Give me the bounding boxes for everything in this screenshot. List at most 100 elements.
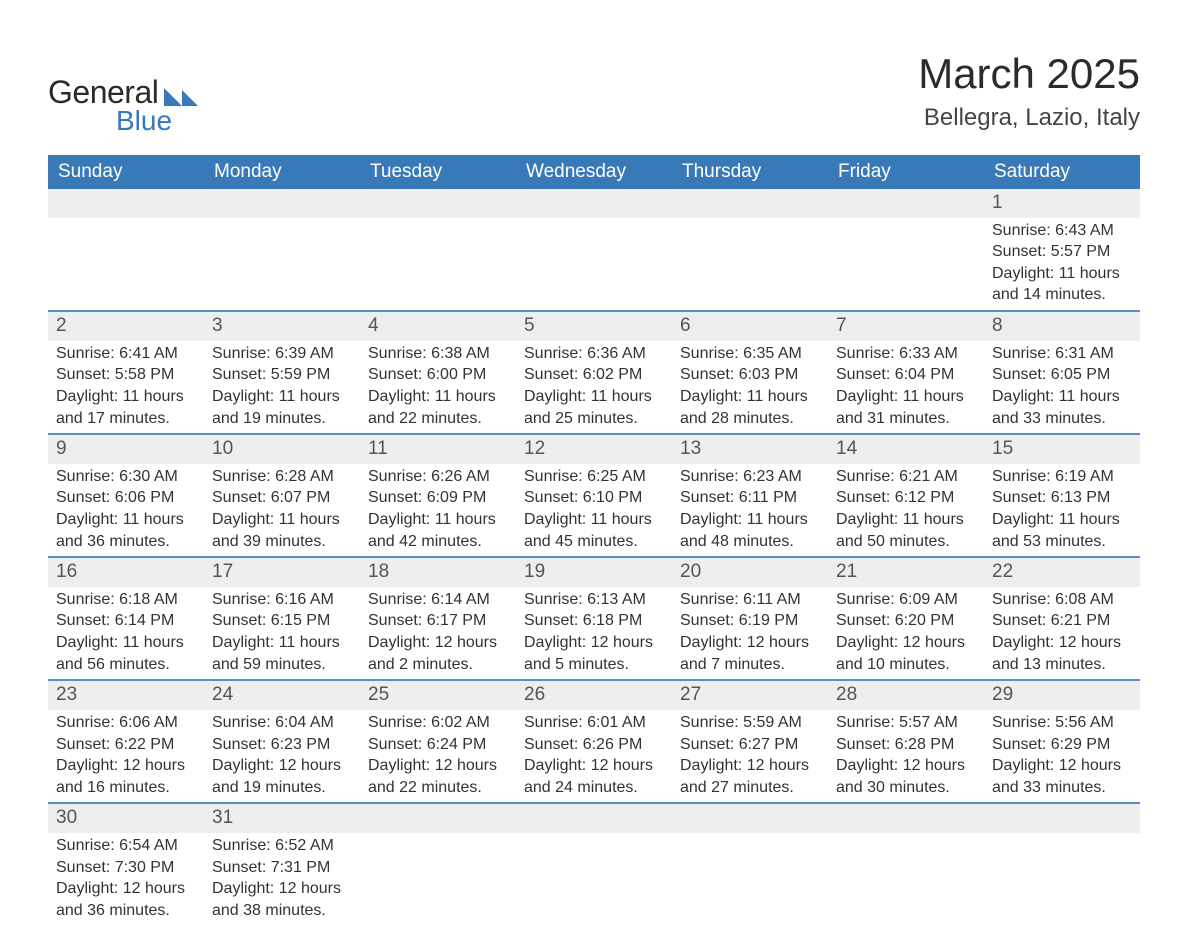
sunrise-text: Sunrise: 6:36 AM	[524, 343, 664, 365]
day-number-bar	[360, 804, 516, 833]
daylight2-text: and 19 minutes.	[212, 777, 352, 799]
day-number-bar	[204, 189, 360, 218]
day-body: Sunrise: 6:43 AMSunset: 5:57 PMDaylight:…	[984, 218, 1140, 310]
weekday-header: Sunday	[48, 155, 204, 189]
daylight2-text: and 14 minutes.	[992, 284, 1132, 306]
day-body: Sunrise: 6:54 AMSunset: 7:30 PMDaylight:…	[48, 833, 204, 925]
day-number-bar: 4	[360, 312, 516, 341]
day-body: Sunrise: 6:36 AMSunset: 6:02 PMDaylight:…	[516, 341, 672, 433]
day-body: Sunrise: 6:33 AMSunset: 6:04 PMDaylight:…	[828, 341, 984, 433]
sunrise-text: Sunrise: 6:06 AM	[56, 712, 196, 734]
sunset-text: Sunset: 5:58 PM	[56, 364, 196, 386]
day-body: Sunrise: 6:11 AMSunset: 6:19 PMDaylight:…	[672, 587, 828, 679]
daylight1-text: Daylight: 12 hours	[992, 755, 1132, 777]
sunset-text: Sunset: 6:21 PM	[992, 610, 1132, 632]
day-number-bar: 22	[984, 558, 1140, 587]
sunrise-text: Sunrise: 6:39 AM	[212, 343, 352, 365]
day-cell	[204, 189, 360, 311]
day-cell: 19Sunrise: 6:13 AMSunset: 6:18 PMDayligh…	[516, 557, 672, 680]
daylight1-text: Daylight: 12 hours	[368, 755, 508, 777]
day-body	[516, 833, 672, 893]
day-body: Sunrise: 6:09 AMSunset: 6:20 PMDaylight:…	[828, 587, 984, 679]
day-body: Sunrise: 6:39 AMSunset: 5:59 PMDaylight:…	[204, 341, 360, 433]
day-cell	[360, 803, 516, 925]
day-body	[360, 833, 516, 893]
day-cell: 2Sunrise: 6:41 AMSunset: 5:58 PMDaylight…	[48, 311, 204, 434]
day-cell: 27Sunrise: 5:59 AMSunset: 6:27 PMDayligh…	[672, 680, 828, 803]
day-body: Sunrise: 6:04 AMSunset: 6:23 PMDaylight:…	[204, 710, 360, 802]
day-number-bar: 31	[204, 804, 360, 833]
sunset-text: Sunset: 6:02 PM	[524, 364, 664, 386]
daylight1-text: Daylight: 11 hours	[992, 509, 1132, 531]
sunset-text: Sunset: 5:59 PM	[212, 364, 352, 386]
day-number-bar: 7	[828, 312, 984, 341]
day-cell: 29Sunrise: 5:56 AMSunset: 6:29 PMDayligh…	[984, 680, 1140, 803]
sunset-text: Sunset: 6:20 PM	[836, 610, 976, 632]
day-number-bar	[672, 804, 828, 833]
day-number-bar: 28	[828, 681, 984, 710]
day-cell: 23Sunrise: 6:06 AMSunset: 6:22 PMDayligh…	[48, 680, 204, 803]
day-number-bar	[828, 804, 984, 833]
sunset-text: Sunset: 6:28 PM	[836, 734, 976, 756]
day-cell: 30Sunrise: 6:54 AMSunset: 7:30 PMDayligh…	[48, 803, 204, 925]
day-body: Sunrise: 6:06 AMSunset: 6:22 PMDaylight:…	[48, 710, 204, 802]
day-number-bar: 26	[516, 681, 672, 710]
daylight1-text: Daylight: 12 hours	[992, 632, 1132, 654]
sunrise-text: Sunrise: 6:31 AM	[992, 343, 1132, 365]
sunrise-text: Sunrise: 6:30 AM	[56, 466, 196, 488]
sunrise-text: Sunrise: 6:09 AM	[836, 589, 976, 611]
day-body: Sunrise: 6:23 AMSunset: 6:11 PMDaylight:…	[672, 464, 828, 556]
daylight2-text: and 2 minutes.	[368, 654, 508, 676]
sunrise-text: Sunrise: 6:33 AM	[836, 343, 976, 365]
daylight2-text: and 5 minutes.	[524, 654, 664, 676]
day-body	[672, 218, 828, 278]
daylight2-text: and 38 minutes.	[212, 900, 352, 922]
day-cell: 4Sunrise: 6:38 AMSunset: 6:00 PMDaylight…	[360, 311, 516, 434]
week-row: 2Sunrise: 6:41 AMSunset: 5:58 PMDaylight…	[48, 311, 1140, 434]
day-body	[828, 218, 984, 278]
sunset-text: Sunset: 6:17 PM	[368, 610, 508, 632]
day-cell: 8Sunrise: 6:31 AMSunset: 6:05 PMDaylight…	[984, 311, 1140, 434]
day-number-bar: 23	[48, 681, 204, 710]
daylight1-text: Daylight: 11 hours	[56, 386, 196, 408]
day-body	[516, 218, 672, 278]
sunrise-text: Sunrise: 6:41 AM	[56, 343, 196, 365]
day-number-bar: 10	[204, 435, 360, 464]
daylight1-text: Daylight: 11 hours	[368, 386, 508, 408]
sunset-text: Sunset: 6:06 PM	[56, 487, 196, 509]
day-body: Sunrise: 6:28 AMSunset: 6:07 PMDaylight:…	[204, 464, 360, 556]
day-body: Sunrise: 6:13 AMSunset: 6:18 PMDaylight:…	[516, 587, 672, 679]
day-body: Sunrise: 5:59 AMSunset: 6:27 PMDaylight:…	[672, 710, 828, 802]
daylight2-text: and 27 minutes.	[680, 777, 820, 799]
sunset-text: Sunset: 7:30 PM	[56, 857, 196, 879]
daylight1-text: Daylight: 12 hours	[524, 632, 664, 654]
day-number-bar: 6	[672, 312, 828, 341]
daylight2-text: and 17 minutes.	[56, 408, 196, 430]
day-body: Sunrise: 6:30 AMSunset: 6:06 PMDaylight:…	[48, 464, 204, 556]
day-body: Sunrise: 6:16 AMSunset: 6:15 PMDaylight:…	[204, 587, 360, 679]
day-body: Sunrise: 6:14 AMSunset: 6:17 PMDaylight:…	[360, 587, 516, 679]
sunset-text: Sunset: 6:23 PM	[212, 734, 352, 756]
day-number-bar: 30	[48, 804, 204, 833]
day-cell	[48, 189, 204, 311]
sunrise-text: Sunrise: 6:26 AM	[368, 466, 508, 488]
day-body	[828, 833, 984, 893]
daylight2-text: and 31 minutes.	[836, 408, 976, 430]
daylight1-text: Daylight: 11 hours	[836, 509, 976, 531]
daylight2-text: and 7 minutes.	[680, 654, 820, 676]
day-number-bar: 24	[204, 681, 360, 710]
sunset-text: Sunset: 6:27 PM	[680, 734, 820, 756]
daylight1-text: Daylight: 12 hours	[680, 632, 820, 654]
sunrise-text: Sunrise: 6:08 AM	[992, 589, 1132, 611]
day-body: Sunrise: 6:26 AMSunset: 6:09 PMDaylight:…	[360, 464, 516, 556]
day-number-bar: 20	[672, 558, 828, 587]
day-cell: 22Sunrise: 6:08 AMSunset: 6:21 PMDayligh…	[984, 557, 1140, 680]
day-number-bar: 29	[984, 681, 1140, 710]
day-cell: 21Sunrise: 6:09 AMSunset: 6:20 PMDayligh…	[828, 557, 984, 680]
day-body: Sunrise: 6:08 AMSunset: 6:21 PMDaylight:…	[984, 587, 1140, 679]
sunset-text: Sunset: 6:05 PM	[992, 364, 1132, 386]
day-number-bar: 18	[360, 558, 516, 587]
daylight1-text: Daylight: 11 hours	[56, 632, 196, 654]
day-body: Sunrise: 6:41 AMSunset: 5:58 PMDaylight:…	[48, 341, 204, 433]
daylight2-text: and 24 minutes.	[524, 777, 664, 799]
